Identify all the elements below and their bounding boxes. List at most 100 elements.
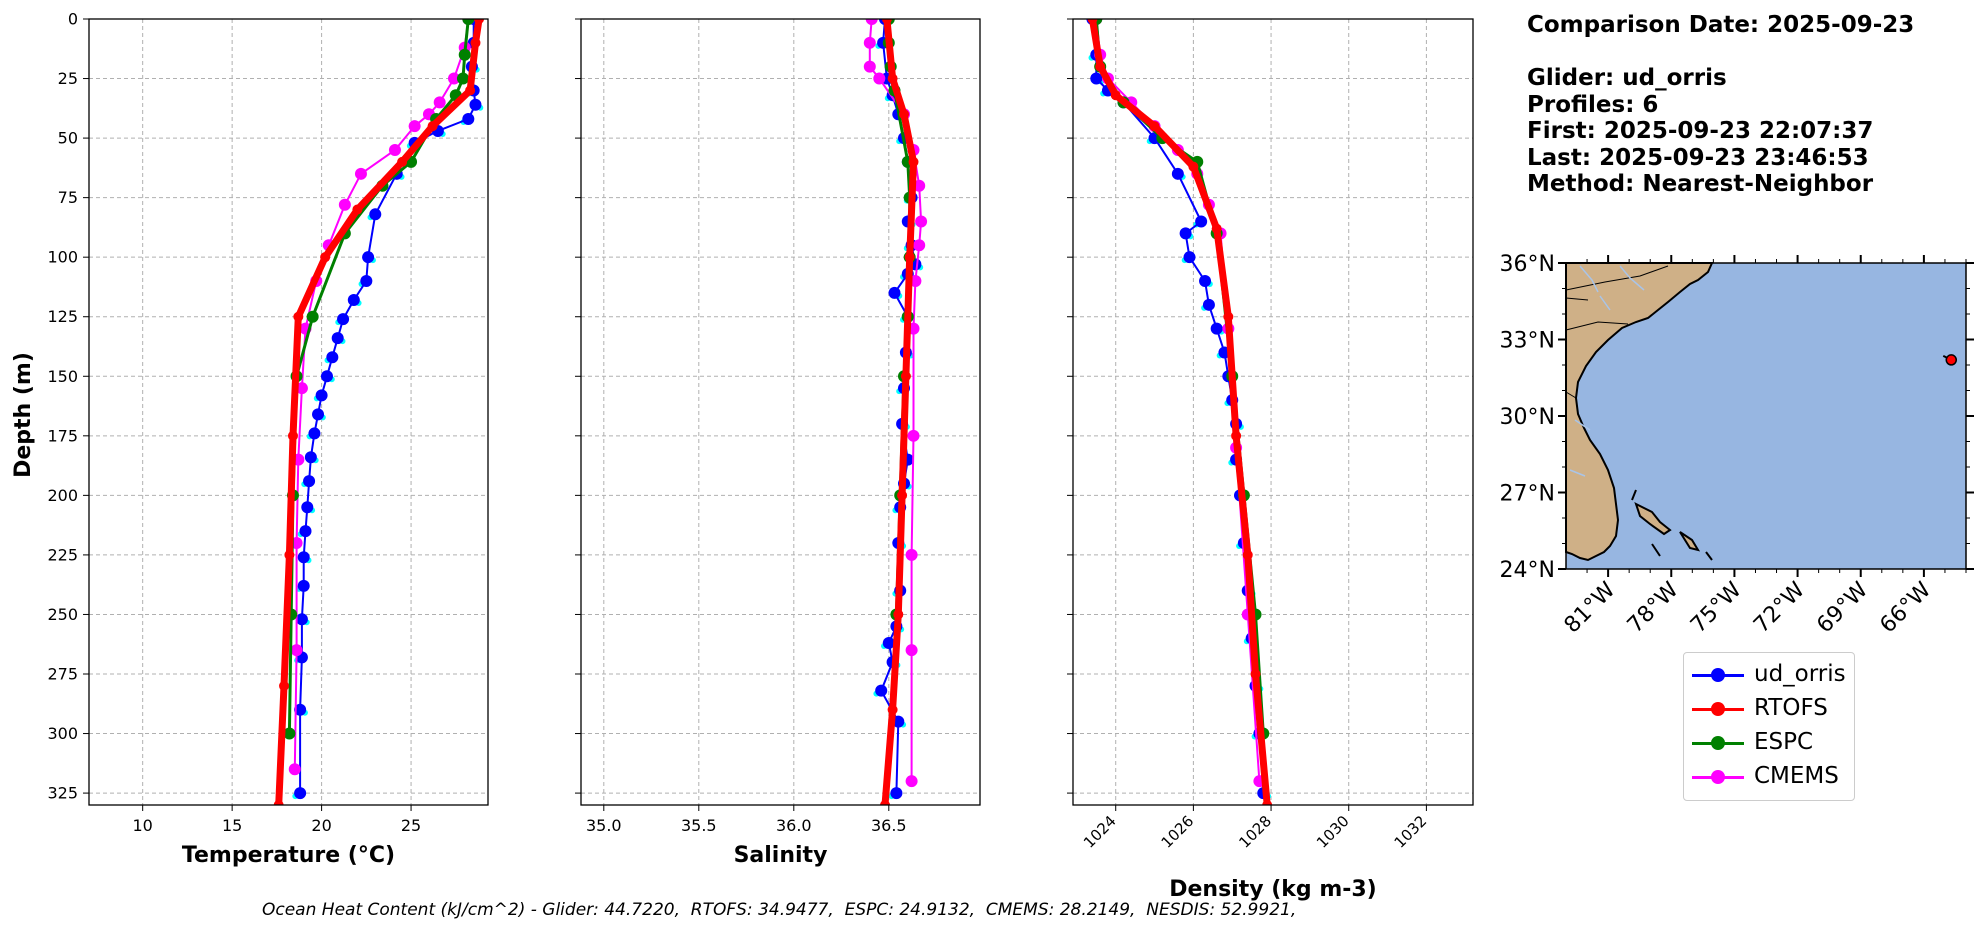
- y-tick-label: 200: [47, 486, 78, 505]
- x-tick-label: 10: [132, 816, 152, 835]
- data-point-cmems: [863, 60, 876, 73]
- data-point-ud-orris: [1171, 167, 1184, 180]
- data-point-cmems: [448, 72, 461, 85]
- data-point-ud-orris: [1210, 322, 1223, 335]
- data-point-ud-orris: [295, 613, 308, 626]
- legend-marker: [1711, 770, 1725, 784]
- series-group: [1086, 19, 1273, 805]
- data-point-cmems: [913, 179, 926, 192]
- lon-label: 66°W: [1876, 577, 1937, 638]
- data-point-cmems: [865, 19, 878, 25]
- legend-marker: [1711, 668, 1725, 682]
- data-point-espc: [456, 72, 469, 85]
- data-point-ud-orris: [326, 351, 339, 364]
- map-islands: [1631, 489, 1713, 561]
- data-point-ud-orris: [369, 208, 382, 221]
- data-point-ud-orris: [882, 637, 895, 650]
- legend-marker: [1711, 736, 1725, 750]
- data-point-rtofs: [881, 19, 892, 24]
- data-point-ud-orris: [299, 525, 312, 538]
- legend-label: RTOFS: [1754, 695, 1828, 721]
- series-group: [273, 19, 485, 805]
- y-tick-label: 325: [47, 784, 78, 803]
- data-point-rtofs: [293, 311, 304, 322]
- data-point-rtofs: [470, 37, 481, 48]
- x-tick-label: 1028: [1235, 812, 1275, 852]
- data-point-ud-orris: [1183, 251, 1196, 264]
- data-point-rtofs: [880, 800, 890, 805]
- info-spacer: [1527, 39, 1914, 66]
- x-tick-label: 20: [311, 816, 331, 835]
- x-tick-label: 15: [222, 816, 242, 835]
- data-point-rtofs: [1231, 430, 1242, 441]
- data-point-espc: [458, 48, 471, 61]
- legend-item-cmems: CMEMS: [1684, 759, 1854, 793]
- data-point-ud-orris: [1195, 215, 1208, 228]
- x-tick-label: 35.0: [586, 816, 622, 835]
- data-point-cmems: [905, 644, 918, 657]
- x-tick-label: 1032: [1391, 812, 1431, 852]
- legend-label: ESPC: [1754, 729, 1814, 755]
- lon-label: 72°W: [1749, 577, 1810, 638]
- data-point-ud-orris: [312, 408, 325, 421]
- data-point-ud-orris: [297, 551, 310, 564]
- data-point-rtofs: [287, 430, 298, 441]
- data-point-rtofs: [273, 800, 284, 805]
- data-point-rtofs: [1223, 311, 1234, 322]
- data-point-rtofs: [897, 490, 908, 501]
- data-point-rtofs: [1188, 161, 1199, 172]
- data-point-cmems: [338, 198, 351, 211]
- map-rivers: [1569, 265, 1645, 477]
- x-tick-label: 1030: [1313, 812, 1353, 852]
- y-tick-label: 75: [58, 188, 78, 207]
- data-point-rtofs: [1242, 549, 1253, 560]
- y-tick-label: 275: [47, 665, 78, 684]
- lon-label: 78°W: [1623, 577, 1684, 638]
- data-point-rtofs: [1110, 90, 1121, 101]
- lon-label: 81°W: [1560, 577, 1621, 638]
- profile-count: Profiles: 6: [1527, 91, 1659, 118]
- data-point-rtofs: [474, 19, 485, 24]
- legend-item-ud-orris: ud_orris: [1684, 657, 1854, 691]
- data-point-ud-orris: [294, 787, 307, 800]
- series-group: [863, 19, 928, 805]
- glider-position-marker: [1945, 354, 1958, 366]
- x-axis-label: Temperature (°C): [182, 843, 395, 868]
- x-tick-label: 25: [401, 816, 421, 835]
- density-panel: 1024 1026 1028 1030 1032 Density (kg m-3): [1067, 18, 1474, 902]
- temperature-panel: 10 15 20 2502550751001251501752002252502753…: [47, 10, 489, 868]
- data-point-ud-orris: [301, 501, 314, 514]
- legend-item-espc: ESPC: [1684, 725, 1854, 759]
- data-point-cmems: [915, 215, 928, 228]
- map-land: [1565, 262, 1714, 562]
- data-point-cmems: [388, 144, 401, 156]
- data-point-rtofs: [352, 204, 363, 215]
- data-point-ud-orris: [297, 579, 310, 592]
- legend-item-rtofs: RTOFS: [1684, 691, 1854, 725]
- data-point-rtofs: [1095, 61, 1106, 72]
- x-axis-label: Density (kg m-3): [1169, 877, 1377, 902]
- series-line-ud-orris: [1091, 19, 1265, 794]
- lon-label: 69°W: [1812, 577, 1873, 638]
- data-point-rtofs: [887, 704, 898, 715]
- data-point-ud-orris: [1202, 298, 1215, 311]
- data-point-cmems: [354, 167, 367, 180]
- data-point-ud-orris: [347, 294, 360, 307]
- data-point-ud-orris: [331, 332, 344, 345]
- data-point-rtofs: [427, 121, 438, 132]
- data-point-cmems: [873, 72, 886, 85]
- y-tick-label: 25: [58, 69, 78, 88]
- y-tick-label: 50: [58, 129, 78, 148]
- data-point-rtofs: [284, 549, 295, 560]
- x-axis-label: Salinity: [734, 843, 828, 868]
- series-line-rtofs: [1088, 19, 1271, 805]
- data-point-ud-orris: [875, 684, 888, 697]
- data-point-cmems: [863, 36, 876, 49]
- ocean-heat-content-footer: Ocean Heat Content (kJ/cm^2) - Glider: 4…: [262, 900, 1297, 920]
- y-tick-label: 225: [47, 545, 78, 564]
- data-point-rtofs: [1262, 800, 1273, 805]
- data-point-cmems: [913, 239, 926, 252]
- lat-label: 36°N: [1500, 252, 1555, 277]
- y-tick-label: 100: [47, 248, 78, 267]
- lat-label: 33°N: [1500, 329, 1555, 354]
